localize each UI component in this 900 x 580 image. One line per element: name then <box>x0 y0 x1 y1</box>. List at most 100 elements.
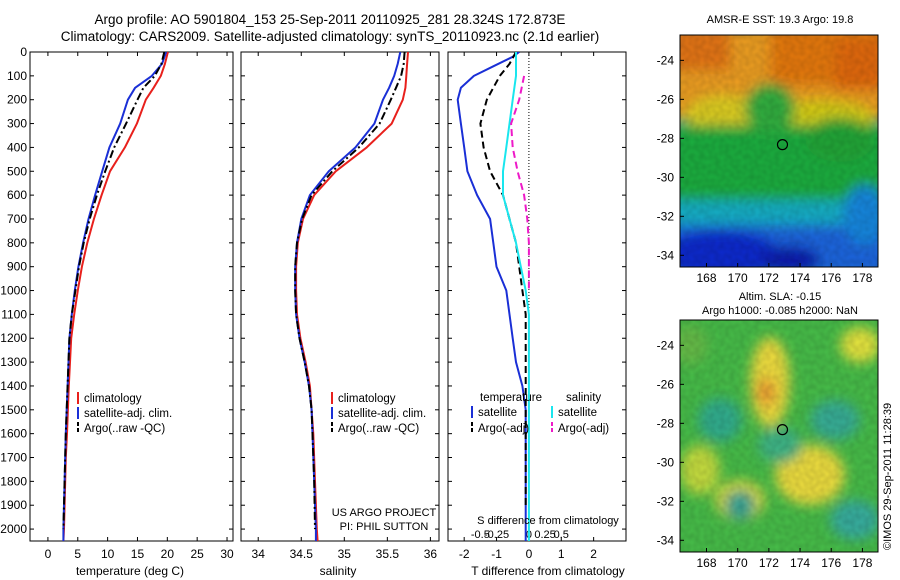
difference-top-label: S difference from climatology <box>477 515 619 527</box>
legend-label: satellite <box>478 407 517 419</box>
top-tick-label: 0.5 <box>554 529 569 541</box>
x-tick-label: 2 <box>590 547 597 561</box>
map-x-tick-label: 168 <box>696 556 716 570</box>
salinity-axes-frame <box>240 51 440 542</box>
series-line <box>510 75 530 291</box>
y-tick-label: 1700 <box>0 451 27 465</box>
top-tick-label: -0.25 <box>484 529 509 541</box>
temperature-ticks: 0 5 10 15 20 25 300100200300400500600700800900… <box>0 45 234 561</box>
y-tick-label: 1500 <box>0 403 27 417</box>
series-line <box>294 52 406 530</box>
series-line <box>502 52 530 541</box>
map-y-tick-label: -32 <box>657 209 675 223</box>
salinity-legend: climatology satellite-adj. clim. Argo(..ra… <box>331 392 426 435</box>
sla-map-field <box>680 320 878 552</box>
y-tick-label: 300 <box>7 117 27 131</box>
x-tick-label: 34.5 <box>290 547 314 561</box>
difference-legend: temperature satellite Argo(-adj) salinity sa… <box>471 392 609 435</box>
sla-map: 168 170 172 174 176 178 -24 -26 -28 -30 -32 -34 <box>657 319 879 570</box>
x-tick-label: 15 <box>131 547 145 561</box>
map-y-tick-label: -34 <box>657 533 675 547</box>
salinity-ticks: 34 34.5 35 35.5 36 <box>241 51 439 561</box>
map-x-tick-label: 174 <box>790 556 810 570</box>
x-tick-label: 35.5 <box>376 547 400 561</box>
map-y-tick-label: -24 <box>657 53 675 67</box>
legend-label: climatology <box>338 393 396 405</box>
sla-map-ticks: 168 170 172 174 176 178 -24 -26 -28 -30 -32 -34 <box>657 338 873 570</box>
y-tick-label: 1800 <box>0 474 27 488</box>
x-tick-label: -2 <box>459 547 470 561</box>
map-y-tick-label: -32 <box>657 494 675 508</box>
sla-map-frame <box>679 319 879 553</box>
salinity-lines <box>294 52 409 541</box>
temperature-xlabel: temperature (deg C) <box>76 564 184 578</box>
top-tick-label: -0.5 <box>471 529 490 541</box>
y-tick-label: 1400 <box>0 379 27 393</box>
y-tick-label: 2000 <box>0 522 27 536</box>
x-tick-label: 10 <box>101 547 115 561</box>
map-x-tick-label: 172 <box>759 271 779 285</box>
legend-label: Argo(-adj) <box>478 423 529 435</box>
legend-label: satellite <box>558 407 597 419</box>
y-tick-label: 1200 <box>0 331 27 345</box>
sla-map-title-line1: Altim. SLA: -0.15 <box>738 291 822 303</box>
map-y-tick-label: -28 <box>657 416 675 430</box>
map-x-tick-label: 172 <box>759 556 779 570</box>
difference-lines <box>456 52 530 541</box>
project-annotation: US ARGO PROJECT <box>332 507 437 519</box>
y-tick-label: 700 <box>7 212 27 226</box>
x-tick-label: -1 <box>491 547 502 561</box>
map-x-tick-label: 170 <box>728 271 748 285</box>
sst-map-field <box>680 35 878 267</box>
y-tick-label: 400 <box>7 140 27 154</box>
map-y-tick-label: -26 <box>657 377 675 391</box>
series-line <box>62 52 166 530</box>
difference-axes-frame <box>447 51 627 542</box>
map-x-tick-label: 176 <box>821 271 841 285</box>
y-tick-label: 500 <box>7 164 27 178</box>
y-tick-label: 1100 <box>1 307 27 321</box>
map-x-tick-label: 170 <box>728 556 748 570</box>
map-x-tick-label: 168 <box>696 271 716 285</box>
x-tick-label: 36 <box>424 547 438 561</box>
y-tick-label: 100 <box>7 69 27 83</box>
x-tick-label: 34 <box>252 547 266 561</box>
x-tick-label: 0 <box>45 547 52 561</box>
map-x-tick-label: 178 <box>852 271 872 285</box>
x-tick-label: 25 <box>190 547 204 561</box>
temperature-legend: climatology satellite-adj. clim. Argo(..ra… <box>77 392 172 435</box>
x-tick-label: 1 <box>558 547 565 561</box>
temperature-axes-frame <box>29 51 234 542</box>
x-tick-label: 5 <box>74 547 81 561</box>
y-tick-label: 0 <box>20 45 27 59</box>
temperature-panel: 0 5 10 15 20 25 300100200300400500600700800900… <box>0 45 234 578</box>
figure-title-line2: Climatology: CARS2009. Satellite-adjuste… <box>60 29 600 44</box>
sla-argo-position-marker <box>776 424 789 436</box>
map-x-tick-label: 176 <box>821 556 841 570</box>
legend-label: satellite-adj. clim. <box>84 408 172 420</box>
y-tick-label: 800 <box>7 236 27 250</box>
pi-annotation: PI: PHIL SUTTON <box>340 521 429 533</box>
legend-label: Argo(-adj) <box>558 423 609 435</box>
legend-group-title: salinity <box>566 392 601 404</box>
y-tick-label: 1900 <box>0 498 27 512</box>
salinity-xlabel: salinity <box>320 564 357 578</box>
sst-argo-position-marker <box>776 139 789 151</box>
sla-map-title-line2: Argo h1000: -0.085 h2000: NaN <box>702 305 858 317</box>
figure-title-line1: Argo profile: AO 5901804_153 25-Sep-2011… <box>94 12 566 27</box>
y-tick-label: 1600 <box>0 427 27 441</box>
legend-label: Argo(..raw -QC) <box>338 423 419 435</box>
legend-label: Argo(..raw -QC) <box>84 423 165 435</box>
map-y-tick-label: -34 <box>657 248 675 262</box>
legend-label: satellite-adj. clim. <box>338 408 426 420</box>
y-tick-label: 1000 <box>0 284 27 298</box>
map-y-tick-label: -30 <box>657 170 675 184</box>
map-y-tick-label: -26 <box>657 92 675 106</box>
legend-group-title: temperature <box>480 392 542 404</box>
series-line <box>456 52 527 541</box>
sst-map: 168 170 172 174 176 178 -24 -26 -28 -30 -32 -34 <box>657 34 879 285</box>
y-tick-label: 200 <box>7 93 27 107</box>
top-tick-label: 0.25 <box>534 529 555 541</box>
sst-map-ticks: 168 170 172 174 176 178 -24 -26 -28 -30 -32 -34 <box>657 53 873 285</box>
difference-xlabel: T difference from climatology <box>471 564 625 578</box>
